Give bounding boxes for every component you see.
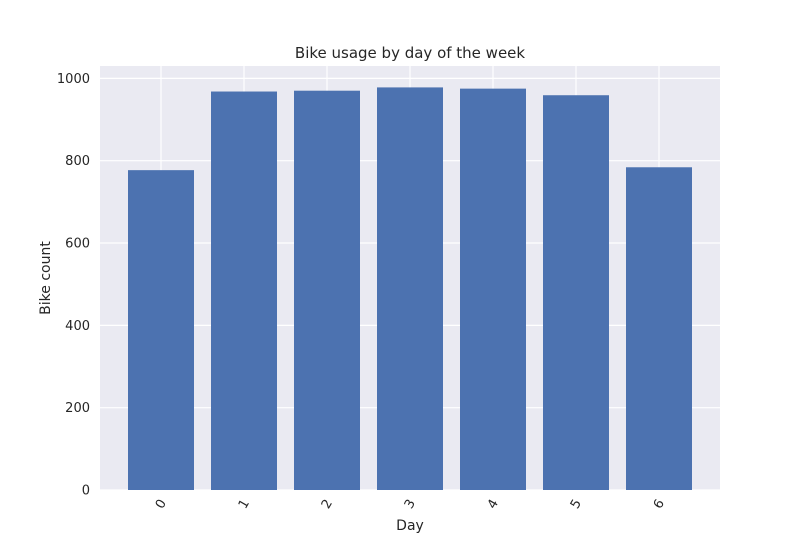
y-tick-label: 0 [82,484,90,499]
bar-layer [128,87,692,491]
x-axis-label: Day [396,518,424,534]
bar-day-5 [543,95,609,491]
y-tick-labels: 0 200 400 600 800 1000 [57,72,90,499]
y-axis-label: Bike count [38,241,54,315]
y-tick-label: 400 [65,319,90,334]
bar-day-3 [377,87,443,490]
y-tick-label: 1000 [57,72,90,87]
y-tick-label: 600 [65,237,90,252]
y-tick-label: 200 [65,401,90,416]
bar-day-1 [211,91,277,490]
bar-day-0 [128,170,194,490]
chart-title: Bike usage by day of the week [295,44,525,62]
bar-day-2 [294,90,360,490]
bar-day-4 [460,88,526,490]
y-tick-label: 800 [65,154,90,169]
bar-day-6 [626,167,692,490]
